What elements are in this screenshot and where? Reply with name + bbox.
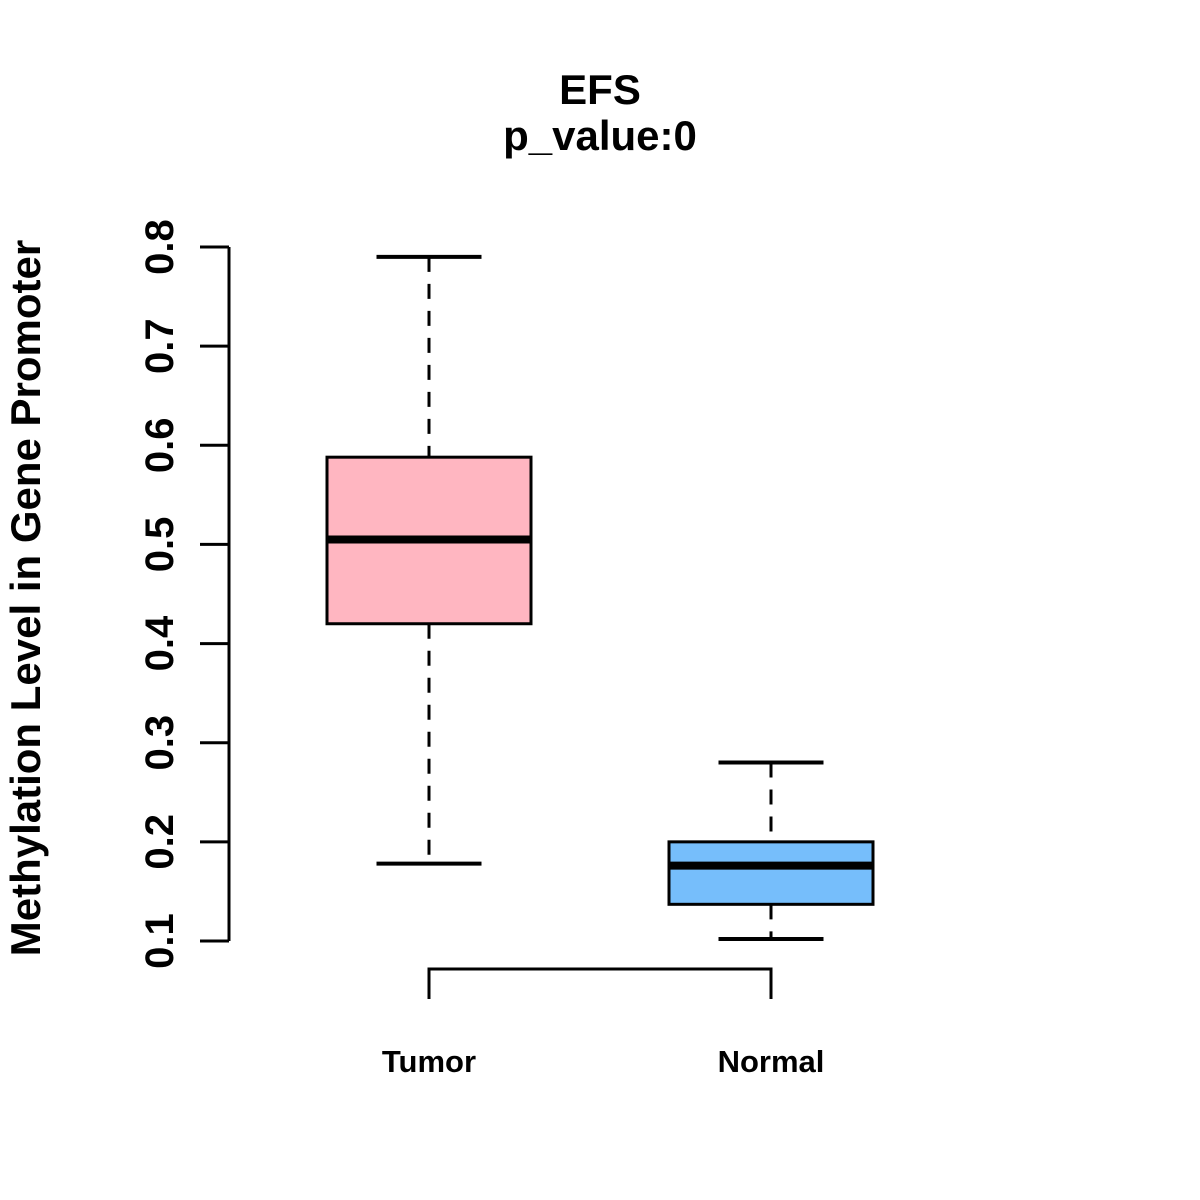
y-axis-tick-label: 0.4 <box>138 615 182 671</box>
y-axis-tick-label: 0.8 <box>138 219 182 275</box>
x-axis-bracket <box>427 967 773 999</box>
chart-title: EFS <box>559 66 641 113</box>
y-axis-label: Methylation Level in Gene Promoter <box>2 239 49 957</box>
category-label-normal: Normal <box>718 1044 825 1079</box>
box-normal <box>667 840 875 906</box>
y-axis-tick-label: 0.7 <box>138 318 182 374</box>
y-axis-tick-label: 0.1 <box>138 913 182 969</box>
y-axis-tick-label: 0.6 <box>138 417 182 473</box>
chart-subtitle: p_value:0 <box>503 112 697 159</box>
category-label-tumor: Tumor <box>382 1044 476 1079</box>
y-axis-tick-label: 0.3 <box>138 715 182 771</box>
y-axis-tick-label: 0.2 <box>138 814 182 870</box>
y-axis-tick-label: 0.5 <box>138 517 182 573</box>
